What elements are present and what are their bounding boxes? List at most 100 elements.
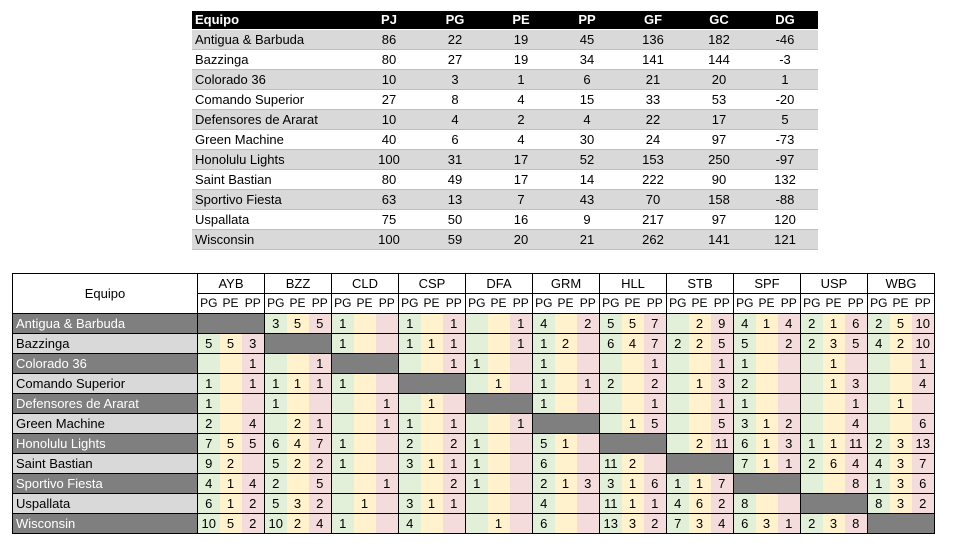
summary-cell-pg: 31: [422, 149, 488, 170]
summary-cell-pe: 20: [488, 229, 554, 250]
head-to-head-cell-pe: 3: [621, 513, 644, 534]
head-to-head-cell-pg: 10: [197, 513, 220, 534]
summary-cell-gf: 22: [620, 109, 686, 130]
head-to-head-cell-pe: 3: [688, 513, 711, 534]
head-to-head-cell-pp: [643, 453, 667, 474]
head-to-head-cell-pp: 1: [308, 373, 332, 394]
summary-header-row: Equipo PJ PG PE PP GF GC DG: [192, 11, 818, 30]
head-to-head-cell-pg: 6: [599, 333, 622, 354]
head-to-head-body: Antigua & Barbuda 3 5 5 1 1 1 1 4 2 5 5 7 2 9 4 1 4 2 1 6 2 5 1…: [12, 313, 935, 534]
summary-header-pg: PG: [422, 11, 488, 30]
head-to-head-cell-pg: 2: [800, 333, 823, 354]
head-to-head-cell-pp: 7: [710, 473, 734, 494]
head-to-head-code-spf: SPF: [733, 273, 801, 294]
head-to-head-cell-pg: 6: [264, 433, 287, 454]
summary-row: Honolulu Lights 100 31 17 52 153 250 -97: [192, 149, 818, 170]
head-to-head-cell-pe: [487, 433, 510, 454]
head-to-head-cell-pg: 9: [197, 453, 220, 474]
head-to-head-cell-pe: 1: [286, 373, 309, 394]
summary-cell-pe: 4: [488, 129, 554, 150]
head-to-head-cell-pp: 2: [911, 493, 935, 514]
head-to-head-cell-pp: 5: [308, 313, 332, 334]
head-to-head-cell-pe: [487, 353, 510, 374]
head-to-head-cell-pe: [286, 473, 309, 494]
head-to-head-team-codes-row: Equipo AYB BZZ CLD CSP DFA GRM HLL STB SPF USP WBG: [12, 273, 935, 314]
head-to-head-cell-pg: 1: [331, 313, 354, 334]
head-to-head-cell-pp: [509, 493, 533, 514]
head-to-head-cell-pg: 1: [264, 373, 287, 394]
head-to-head-cell-pp: 4: [844, 413, 868, 434]
head-to-head-team-name: Bazzinga: [12, 333, 198, 354]
head-to-head-code-stb: STB: [666, 273, 734, 294]
summary-team-name: Antigua & Barbuda: [192, 29, 356, 50]
head-to-head-cell-pg: [599, 353, 622, 374]
head-to-head-cell-pp: 1: [241, 353, 265, 374]
summary-row: Bazzinga 80 27 19 34 141 144 -3: [192, 49, 818, 70]
head-to-head-cell-pp: 1: [442, 413, 466, 434]
head-to-head-cell-pp: [375, 453, 399, 474]
head-to-head-cell-pe: 1: [420, 493, 443, 514]
head-to-head-self-cell: [197, 313, 220, 334]
summary-cell-gc: 20: [686, 69, 752, 90]
head-to-head-sub-pe: PE: [554, 293, 577, 314]
head-to-head-cell-pe: 6: [822, 453, 845, 474]
head-to-head-cell-pg: 7: [733, 453, 756, 474]
head-to-head-cell-pe: 1: [219, 493, 242, 514]
head-to-head-cell-pp: [777, 373, 801, 394]
head-to-head-row: Sportivo Fiesta 4 1 4 2 5 1 2 1 2 1 3 3 1 6 1 1 7 8 1 3 6: [12, 473, 935, 494]
head-to-head-cell-pp: 2: [643, 513, 667, 534]
head-to-head-cell-pg: 1: [331, 513, 354, 534]
head-to-head-cell-pe: 2: [286, 413, 309, 434]
summary-header-pj: PJ: [356, 11, 422, 30]
head-to-head-self-cell: [286, 333, 309, 354]
head-to-head-cell-pp: [576, 493, 600, 514]
summary-cell-gf: 24: [620, 129, 686, 150]
summary-team-name: Colorado 36: [192, 69, 356, 90]
head-to-head-cell-pp: [375, 333, 399, 354]
head-to-head-cell-pp: 3: [844, 373, 868, 394]
head-to-head-code-wbg: WBG: [867, 273, 935, 294]
head-to-head-self-cell: [353, 353, 376, 374]
head-to-head-cell-pg: [465, 413, 488, 434]
head-to-head-cell-pe: 1: [755, 413, 778, 434]
head-to-head-cell-pg: 1: [465, 353, 488, 374]
head-to-head-team-name: Antigua & Barbuda: [12, 313, 198, 334]
head-to-head-sub-pg: PG: [197, 293, 220, 314]
head-to-head-cell-pe: [889, 353, 912, 374]
head-to-head-cell-pg: 4: [867, 333, 890, 354]
head-to-head-self-cell: [666, 453, 689, 474]
summary-cell-gf: 153: [620, 149, 686, 170]
head-to-head-cell-pg: [666, 353, 689, 374]
head-to-head-self-cell: [308, 333, 332, 354]
summary-team-name: Defensores de Ararat: [192, 109, 356, 130]
head-to-head-cell-pe: 1: [420, 453, 443, 474]
head-to-head-table: Equipo AYB BZZ CLD CSP DFA GRM HLL STB SPF USP WBG…: [12, 273, 935, 534]
head-to-head-self-cell: [398, 373, 421, 394]
head-to-head-cell-pg: [666, 373, 689, 394]
summary-cell-dg: 120: [752, 209, 818, 230]
head-to-head-cell-pe: [353, 513, 376, 534]
head-to-head-cell-pg: 4: [197, 473, 220, 494]
head-to-head-cell-pg: 1: [197, 393, 220, 414]
head-to-head-cell-pe: [554, 313, 577, 334]
head-to-head-cell-pe: 3: [889, 493, 912, 514]
head-to-head-cell-pe: [353, 393, 376, 414]
head-to-head-cell-pp: [911, 393, 935, 414]
head-to-head-cell-pe: 2: [286, 513, 309, 534]
head-to-head-cell-pp: 1: [509, 413, 533, 434]
head-to-head-cell-pp: 6: [643, 473, 667, 494]
head-to-head-cell-pg: 8: [867, 493, 890, 514]
head-to-head-cell-pg: 2: [532, 473, 555, 494]
head-to-head-cell-pe: [688, 393, 711, 414]
head-to-head-cell-pg: 1: [331, 333, 354, 354]
head-to-head-cell-pe: [822, 413, 845, 434]
summary-row: Wisconsin 100 59 20 21 262 141 121: [192, 229, 818, 250]
summary-cell-pj: 63: [356, 189, 422, 210]
head-to-head-cell-pg: [331, 413, 354, 434]
head-to-head-code-cld: CLD: [331, 273, 399, 294]
head-to-head-row: Saint Bastian 9 2 5 2 2 1 3 1 1 1 6 11 2 7 1 1 2 6 4 4 3 7: [12, 453, 935, 474]
head-to-head-cell-pg: [867, 353, 890, 374]
head-to-head-sub-pe: PE: [353, 293, 376, 314]
head-to-head-cell-pe: [353, 453, 376, 474]
head-to-head-cell-pp: 5: [844, 333, 868, 354]
